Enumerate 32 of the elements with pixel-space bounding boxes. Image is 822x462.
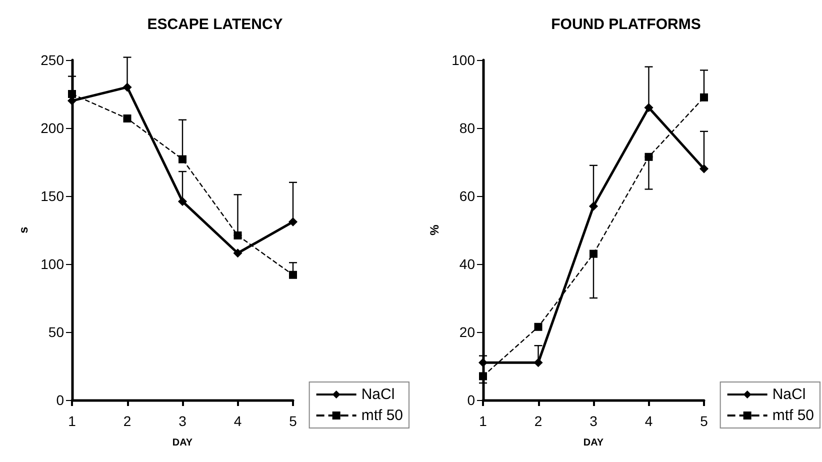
y-tick-label: 250 (40, 52, 64, 68)
x-tick-label: 4 (644, 413, 653, 429)
y-tick-label: 100 (40, 256, 64, 272)
x-tick-label: 2 (123, 413, 132, 429)
x-tick-label: 5 (700, 413, 708, 429)
legend-label: mtf 50 (361, 407, 404, 424)
legend-label: NaCl (772, 386, 806, 403)
legend-label: mtf 50 (772, 407, 814, 424)
y-axis-title: % (428, 224, 442, 236)
y-tick-label: 40 (459, 256, 476, 272)
x-tick-label: 1 (479, 413, 488, 429)
y-tick-label: 60 (459, 188, 476, 204)
x-axis-title: DAY (172, 438, 193, 448)
y-axis-title: s (16, 226, 31, 234)
y-tick-label: 50 (48, 324, 64, 340)
x-axis-title: DAY (583, 438, 604, 448)
legend-label: NaCl (361, 386, 395, 403)
x-tick-label: 5 (289, 413, 298, 429)
x-tick-label: 3 (178, 413, 187, 429)
y-tick-label: 20 (459, 324, 476, 340)
chart-title: ESCAPE LATENCY (147, 16, 283, 33)
y-tick-label: 200 (40, 120, 64, 136)
y-tick-label: 0 (467, 392, 476, 408)
x-tick-label: 4 (234, 413, 242, 429)
y-tick-label: 100 (452, 52, 476, 68)
x-tick-label: 3 (590, 413, 598, 429)
y-tick-label: 0 (56, 392, 64, 408)
y-tick-label: 150 (40, 188, 64, 204)
y-tick-label: 80 (459, 120, 476, 136)
x-tick-label: 2 (534, 413, 542, 429)
x-tick-label: 1 (68, 413, 76, 429)
chart-title: FOUND PLATFORMS (551, 16, 701, 33)
